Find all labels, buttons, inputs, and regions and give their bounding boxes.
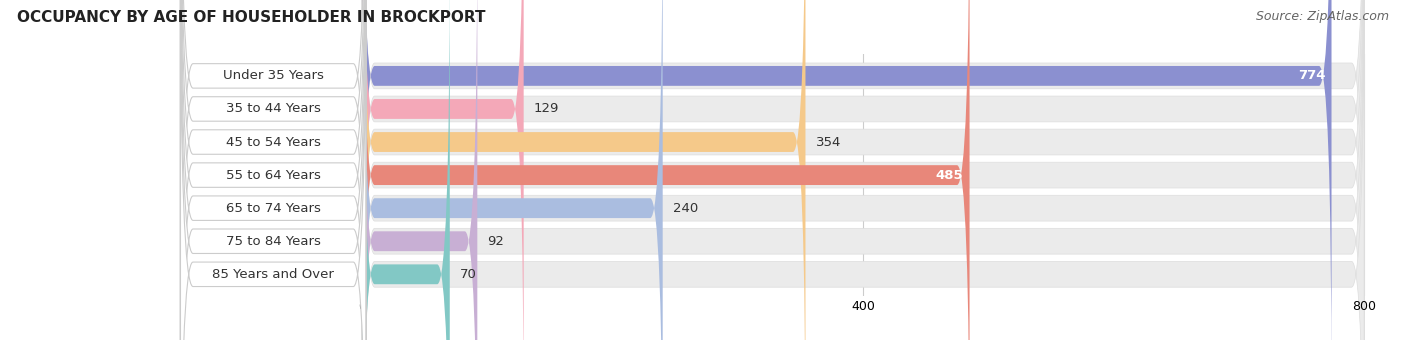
Text: 129: 129	[534, 102, 560, 116]
Text: 354: 354	[815, 136, 841, 149]
Text: 45 to 54 Years: 45 to 54 Years	[226, 136, 321, 149]
FancyBboxPatch shape	[180, 0, 366, 340]
FancyBboxPatch shape	[363, 0, 1364, 340]
FancyBboxPatch shape	[180, 0, 366, 340]
FancyBboxPatch shape	[363, 0, 1364, 340]
Text: OCCUPANCY BY AGE OF HOUSEHOLDER IN BROCKPORT: OCCUPANCY BY AGE OF HOUSEHOLDER IN BROCK…	[17, 10, 485, 25]
FancyBboxPatch shape	[363, 0, 1331, 340]
FancyBboxPatch shape	[180, 0, 366, 340]
FancyBboxPatch shape	[363, 0, 662, 340]
Text: 75 to 84 Years: 75 to 84 Years	[226, 235, 321, 248]
Text: Under 35 Years: Under 35 Years	[222, 69, 323, 82]
Text: 485: 485	[935, 169, 963, 182]
FancyBboxPatch shape	[363, 0, 1364, 340]
Text: 70: 70	[460, 268, 477, 281]
Text: 55 to 64 Years: 55 to 64 Years	[226, 169, 321, 182]
FancyBboxPatch shape	[363, 0, 477, 340]
Text: 92: 92	[488, 235, 505, 248]
Text: 774: 774	[1298, 69, 1326, 82]
Text: 85 Years and Over: 85 Years and Over	[212, 268, 335, 281]
FancyBboxPatch shape	[180, 0, 366, 340]
Text: Source: ZipAtlas.com: Source: ZipAtlas.com	[1256, 10, 1389, 23]
FancyBboxPatch shape	[363, 0, 1364, 340]
FancyBboxPatch shape	[363, 0, 450, 340]
Text: 65 to 74 Years: 65 to 74 Years	[226, 202, 321, 215]
Text: 35 to 44 Years: 35 to 44 Years	[226, 102, 321, 116]
FancyBboxPatch shape	[363, 0, 806, 340]
FancyBboxPatch shape	[363, 0, 970, 340]
FancyBboxPatch shape	[180, 0, 366, 340]
FancyBboxPatch shape	[363, 0, 1364, 340]
FancyBboxPatch shape	[180, 0, 366, 340]
FancyBboxPatch shape	[180, 0, 366, 340]
Text: 240: 240	[672, 202, 697, 215]
FancyBboxPatch shape	[363, 0, 523, 340]
FancyBboxPatch shape	[363, 0, 1364, 340]
FancyBboxPatch shape	[363, 0, 1364, 340]
